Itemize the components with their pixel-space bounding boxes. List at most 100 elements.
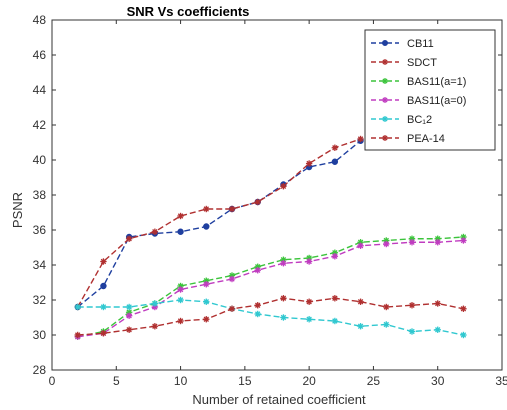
data-point (357, 242, 364, 249)
x-tick-label: 25 (367, 374, 381, 388)
legend-entry: BC₁2 (371, 114, 432, 126)
data-point (177, 286, 184, 293)
data-point (460, 237, 467, 244)
data-point (203, 281, 210, 288)
legend: CB11 SDCT BAS11(a=1) BAS11(a=0) BC₁2 PEA-14 (364, 29, 496, 151)
data-point (177, 296, 184, 304)
series-line (77, 239, 464, 338)
y-tick-label: 42 (33, 118, 47, 132)
data-point (228, 275, 236, 283)
data-point (408, 302, 416, 309)
data-point (383, 303, 390, 311)
legend-entry: CB11 (371, 38, 434, 50)
series-5 (74, 295, 467, 339)
data-point (305, 258, 313, 265)
data-point (151, 323, 159, 330)
x-tick-label: 15 (238, 374, 252, 388)
data-point (228, 205, 236, 213)
data-point (254, 310, 261, 318)
data-point (151, 300, 159, 307)
data-point (305, 316, 313, 323)
legend-label: SDCT (407, 57, 437, 69)
y-tick-label: 30 (33, 328, 47, 342)
data-point (408, 239, 416, 246)
legend-label: BAS11(a=1) (407, 76, 466, 88)
y-tick-label: 46 (33, 48, 47, 62)
series-1 (74, 135, 364, 311)
legend-entry: BAS11(a=0) (371, 95, 466, 107)
y-tick-label: 34 (33, 258, 47, 272)
legend-marker (382, 78, 388, 84)
data-point (74, 331, 81, 339)
series-line (77, 138, 361, 308)
data-point (357, 298, 364, 305)
x-tick-label: 30 (431, 374, 445, 388)
legend-box (364, 29, 496, 151)
x-tick-label: 0 (49, 374, 56, 388)
legend-entry: BAS11(a=1) (371, 76, 466, 88)
data-point (305, 298, 313, 305)
series-line (77, 299, 464, 336)
y-tick-label: 48 (33, 13, 47, 27)
data-point (151, 228, 159, 235)
legend-entry: PEA-14 (371, 133, 445, 145)
data-point (177, 317, 184, 325)
data-point (100, 330, 107, 337)
legend-marker (382, 116, 388, 122)
data-point (203, 223, 210, 230)
data-point (331, 158, 339, 165)
data-point (434, 239, 441, 246)
x-tick-label: 35 (495, 374, 507, 388)
data-point (280, 314, 287, 321)
data-point (254, 267, 261, 274)
y-tick-label: 36 (33, 223, 47, 237)
y-tick-label: 38 (33, 188, 47, 202)
data-point (203, 298, 210, 305)
data-point (74, 303, 81, 311)
legend-label: BAS11(a=0) (407, 95, 466, 107)
data-point (434, 300, 441, 307)
x-tick-label: 5 (113, 374, 120, 388)
data-point (280, 260, 287, 267)
legend-label: CB11 (407, 38, 434, 50)
legend-marker (382, 97, 388, 103)
data-point (331, 317, 339, 325)
data-point (357, 135, 364, 143)
series-line (77, 140, 362, 308)
data-point (305, 160, 313, 167)
data-point (100, 303, 107, 311)
plot-area: 0 5 10 15 20 25 30 35 28 30 32 34 36 38 40 42 44 46 48 (33, 13, 507, 388)
legend-marker (382, 40, 388, 46)
data-point (280, 295, 287, 302)
data-point (125, 303, 133, 311)
data-point (460, 305, 467, 312)
data-point (331, 253, 339, 260)
data-point (203, 205, 210, 213)
data-point (177, 212, 184, 220)
legend-entry: SDCT (371, 57, 437, 69)
data-point (383, 321, 390, 328)
data-point (383, 240, 390, 248)
data-point (460, 331, 467, 339)
data-point (357, 323, 364, 330)
legend-marker (382, 135, 388, 141)
data-point (125, 312, 133, 319)
series-line (77, 236, 464, 338)
data-point (203, 316, 210, 323)
data-point (408, 328, 416, 335)
data-point (100, 282, 107, 290)
y-tick-label: 44 (33, 83, 47, 97)
x-axis-title: Number of retained coefficient (192, 392, 366, 407)
y-tick-label: 28 (33, 363, 47, 377)
legend-label: PEA-14 (407, 133, 445, 145)
legend-label: BC₁2 (407, 114, 432, 126)
data-point (434, 326, 441, 333)
data-point (280, 183, 287, 190)
data-point (100, 258, 107, 265)
y-tick-label: 32 (33, 293, 47, 307)
data-point (254, 198, 261, 206)
legend-marker (382, 59, 388, 65)
data-point (125, 235, 133, 242)
data-point (228, 305, 236, 312)
